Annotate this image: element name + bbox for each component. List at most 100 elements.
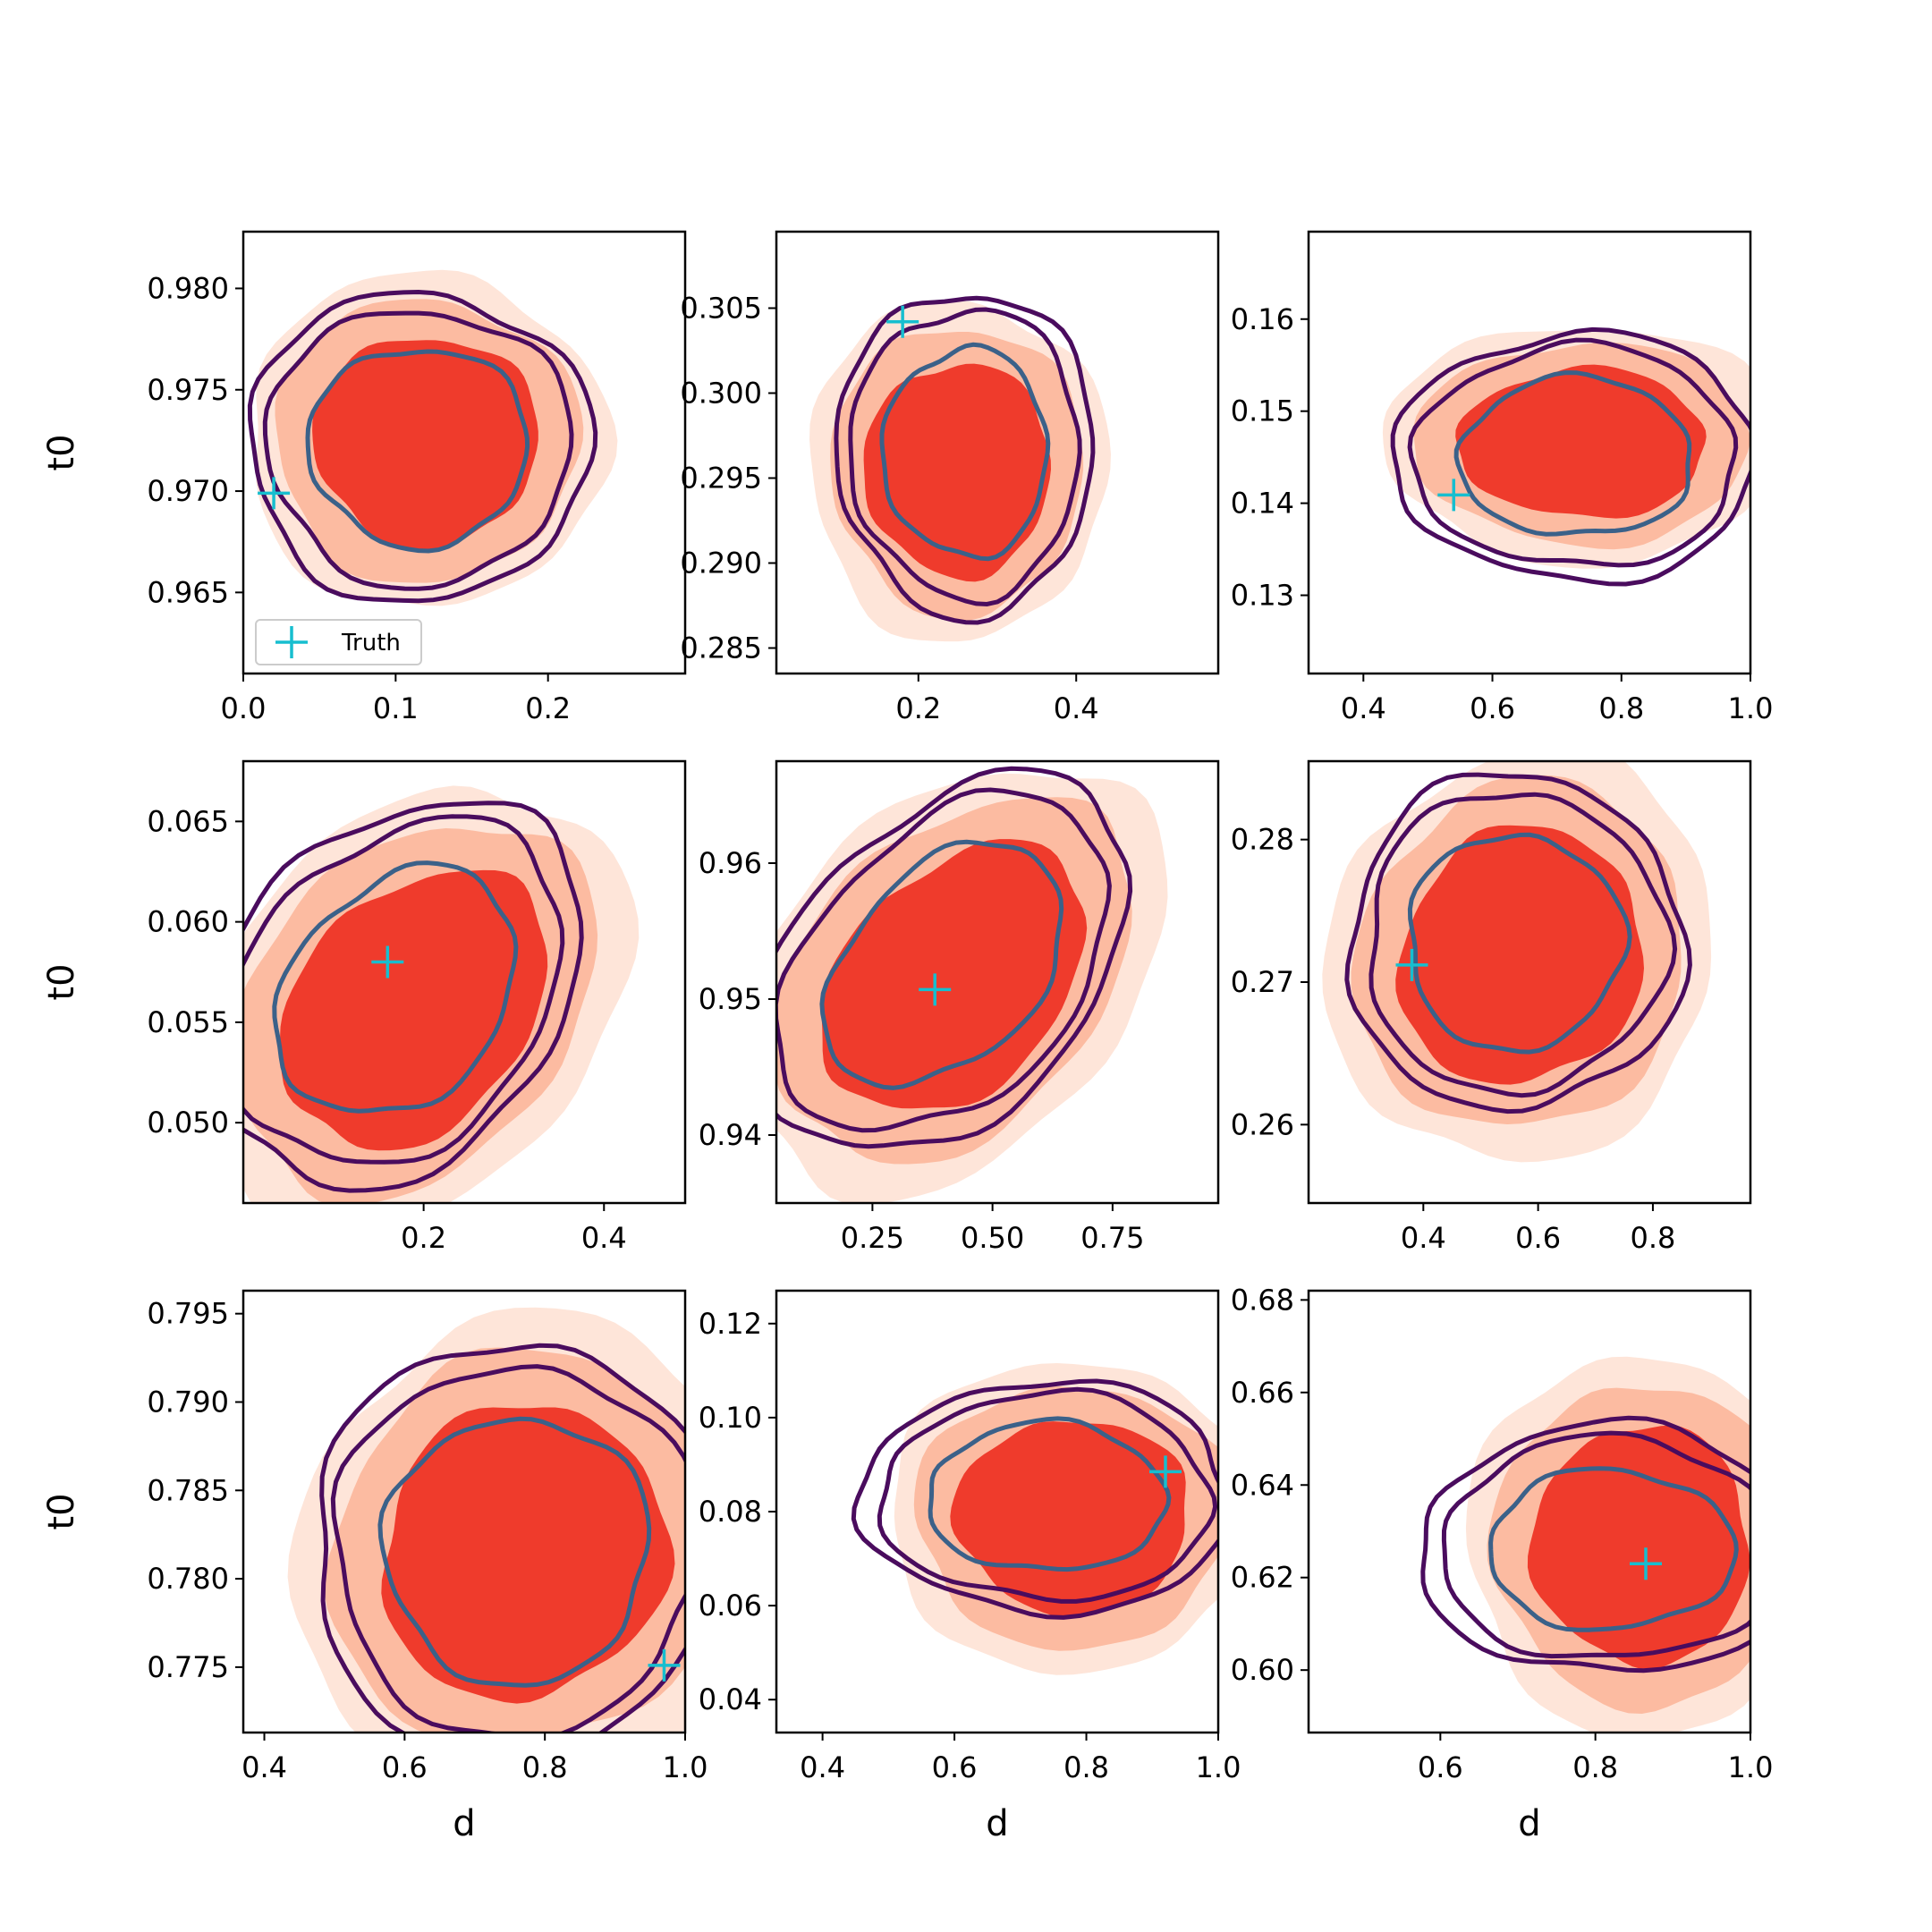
x-tick-label: 1.0 <box>663 1750 708 1784</box>
plot-area <box>243 785 640 1203</box>
density-level-3 <box>950 1421 1186 1618</box>
contour-inner-line <box>1453 370 1692 537</box>
x-axis-label: d <box>1518 1803 1540 1844</box>
x-tick-label: 0.50 <box>961 1221 1024 1255</box>
y-tick-label: 0.64 <box>1231 1468 1294 1502</box>
y-tick-label: 0.795 <box>147 1297 229 1331</box>
density-level-3 <box>821 839 1088 1109</box>
panel-4: 0.2 0.4 0.050 0.055 0.060 0.065 t0 <box>41 759 687 1255</box>
plot-area <box>776 766 1168 1203</box>
contour-inner-line <box>879 342 1051 562</box>
y-tick-label: 0.14 <box>1231 487 1294 521</box>
y-tick-label: 0.785 <box>147 1473 229 1507</box>
contour-outer-line <box>1390 326 1750 587</box>
contour-outer-line <box>851 1378 1218 1620</box>
contour-middle-line <box>262 310 574 591</box>
axes-frame <box>1307 230 1752 675</box>
y-tick-label: 0.10 <box>699 1401 762 1435</box>
y-axis-label: t0 <box>41 963 82 1000</box>
x-tick-label: 0.8 <box>1630 1221 1675 1255</box>
x-tick-label: 0.6 <box>1470 691 1515 725</box>
contour-inner-line <box>928 1416 1172 1572</box>
y-tick-label: 0.295 <box>680 462 762 496</box>
contour-outer-line <box>834 295 1096 625</box>
plot-area <box>1420 1356 1750 1733</box>
truth-marker <box>1630 1547 1662 1580</box>
panel-1: 0.0 0.1 0.2 0.965 0.970 0.975 0.980 t0 Truth <box>41 230 687 725</box>
contour-outer-line <box>1344 772 1692 1114</box>
x-tick-label: 0.25 <box>841 1221 904 1255</box>
x-tick-label: 0.8 <box>522 1750 568 1784</box>
y-axis-label: t0 <box>41 434 82 470</box>
contour-inner-line <box>819 839 1064 1090</box>
y-tick-label: 0.08 <box>699 1495 762 1529</box>
panel-3: 0.4 0.6 0.8 1.0 0.13 0.14 0.15 0.16 <box>1231 230 1774 725</box>
contour-middle-line <box>848 307 1082 607</box>
plot-area <box>809 295 1111 642</box>
x-tick-label: 0.1 <box>373 691 419 725</box>
contour-middle-line <box>776 787 1112 1133</box>
panel-8: 0.4 0.6 0.8 1.0 0.04 0.06 0.08 0.10 0.12 d <box>699 1289 1241 1844</box>
x-tick-label: 0.2 <box>525 691 571 725</box>
x-tick-label: 0.6 <box>1418 1750 1463 1784</box>
legend-label: Truth <box>341 630 401 657</box>
contour-inner-line <box>272 860 519 1114</box>
x-tick-label: 0.4 <box>800 1750 845 1784</box>
x-tick-label: 0.8 <box>1572 1750 1618 1784</box>
x-tick-label: 0.4 <box>1401 1221 1446 1255</box>
contour-middle-line <box>330 1364 685 1733</box>
density-level-3 <box>381 1407 675 1704</box>
y-tick-label: 0.290 <box>680 547 762 580</box>
x-tick-label: 0.8 <box>1063 1750 1109 1784</box>
x-tick-label: 0.6 <box>932 1750 978 1784</box>
truth-marker <box>886 305 919 338</box>
y-tick-label: 0.975 <box>147 373 229 407</box>
y-tick-label: 0.04 <box>699 1682 762 1716</box>
x-tick-label: 0.6 <box>382 1750 428 1784</box>
y-axis-label: t0 <box>41 1493 82 1530</box>
y-tick-label: 0.15 <box>1231 394 1294 428</box>
contour-inner-line <box>1488 1466 1739 1632</box>
contour-outer-line <box>243 801 584 1193</box>
contour-middle-line <box>1441 1430 1750 1659</box>
axes-frame <box>775 759 1220 1205</box>
contour-outer-line <box>1420 1415 1750 1674</box>
y-tick-label: 0.96 <box>699 846 762 880</box>
y-tick-label: 0.68 <box>1231 1283 1294 1317</box>
axes-frame <box>242 1289 687 1734</box>
y-tick-label: 0.95 <box>699 982 762 1016</box>
x-tick-label: 0.2 <box>895 691 941 725</box>
contour-middle-line <box>243 814 565 1165</box>
y-tick-label: 0.94 <box>699 1118 762 1152</box>
truth-marker <box>1395 948 1428 981</box>
truth-marker <box>1437 479 1470 512</box>
density-level-3 <box>280 869 548 1151</box>
contour-middle-line <box>877 1386 1218 1604</box>
contour-middle-line <box>1368 792 1678 1098</box>
y-tick-label: 0.06 <box>699 1589 762 1623</box>
y-tick-label: 0.62 <box>1231 1561 1294 1595</box>
x-tick-label: 1.0 <box>1728 691 1774 725</box>
x-tick-label: 0.0 <box>221 691 267 725</box>
y-tick-label: 0.13 <box>1231 579 1294 613</box>
y-tick-label: 0.065 <box>147 804 229 838</box>
plot-area <box>1322 761 1712 1163</box>
contour-inner-line <box>1407 832 1632 1055</box>
axes-frame <box>1307 1289 1752 1734</box>
plot-area <box>247 269 618 606</box>
panel-5: 0.25 0.50 0.75 0.94 0.95 0.96 <box>699 759 1220 1255</box>
plot-area <box>287 1307 685 1733</box>
x-tick-label: 0.4 <box>1054 691 1099 725</box>
x-axis-label: d <box>986 1803 1008 1844</box>
x-tick-label: 0.8 <box>1598 691 1644 725</box>
truth-marker <box>1149 1455 1182 1488</box>
x-tick-label: 0.75 <box>1080 1221 1144 1255</box>
x-tick-label: 0.4 <box>1341 691 1386 725</box>
x-tick-label: 1.0 <box>1196 1750 1241 1784</box>
axes-frame <box>242 759 687 1205</box>
y-tick-label: 0.055 <box>147 1005 229 1039</box>
y-tick-label: 0.66 <box>1231 1376 1294 1410</box>
y-tick-label: 0.775 <box>147 1650 229 1684</box>
legend-box <box>255 619 422 665</box>
